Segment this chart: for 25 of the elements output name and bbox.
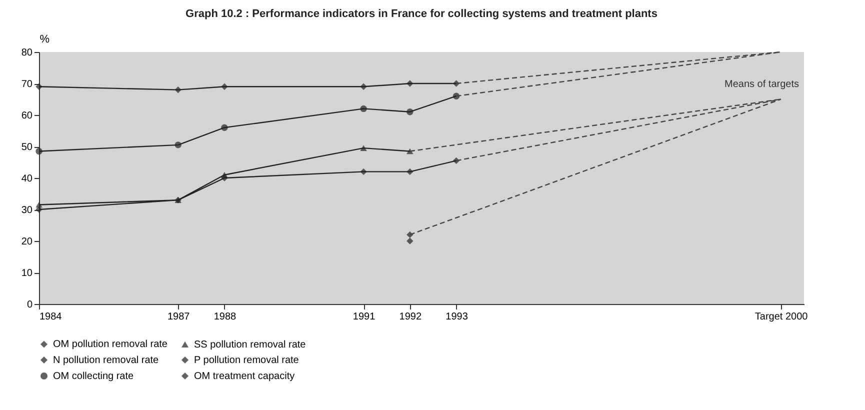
legend-label: OM treatment capacity [194, 371, 295, 382]
y-tick-label: 20 [21, 236, 33, 248]
legend-label: OM pollution removal rate [53, 339, 168, 350]
x-tick-label: 1984 [40, 312, 62, 322]
x-tick-label: 1993 [446, 312, 468, 322]
y-tick-label: 60 [21, 110, 33, 122]
chart-title: Graph 10.2 : Performance indicators in France for collecting systems and treatment plants [186, 8, 658, 20]
y-tick-label: 80 [21, 48, 33, 58]
y-axis-title: % [40, 34, 50, 46]
legend-label: OM collecting rate [53, 371, 134, 382]
legend-label: SS pollution removal rate [194, 339, 306, 350]
y-tick-label: 0 [26, 300, 33, 310]
y-tick-label: 10 [21, 268, 33, 279]
y-tick-label: 50 [21, 142, 33, 153]
y-tick-label: 40 [21, 174, 33, 184]
x-tick-label: 1987 [167, 312, 190, 322]
y-tick-label: 70 [21, 79, 33, 90]
y-tick-label: 30 [21, 205, 33, 216]
legend-label: P pollution removal rate [194, 355, 300, 366]
x-tick-label: 1988 [214, 312, 237, 322]
x-tick-label: 1992 [399, 312, 422, 322]
x-tick-label: 1991 [352, 312, 376, 322]
legend-label: N pollution removal rate [53, 355, 160, 366]
x-tick-label: Target 2000 [754, 312, 808, 322]
annotation: Means of targets [724, 79, 799, 90]
